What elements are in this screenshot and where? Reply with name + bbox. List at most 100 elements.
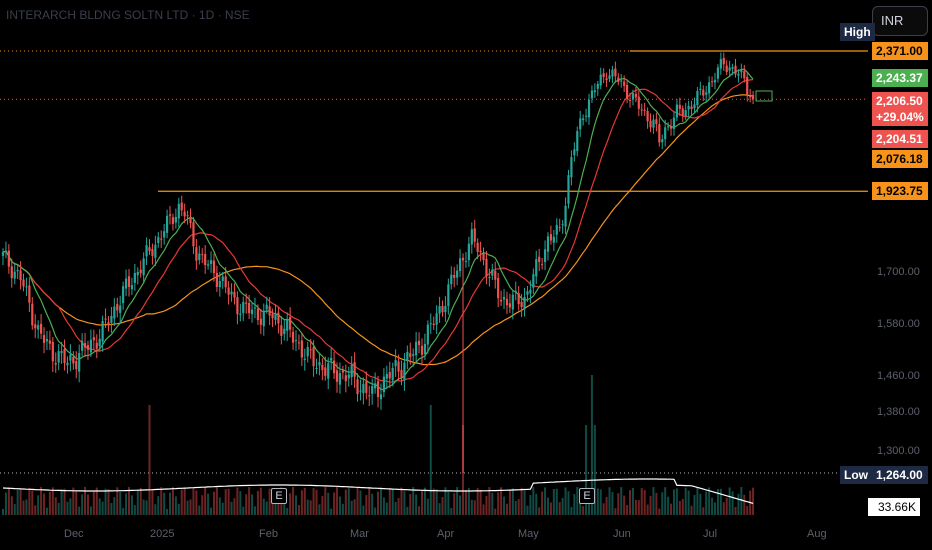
volume-bar (611, 492, 614, 515)
volume-bar (450, 508, 453, 515)
candle-body (148, 247, 151, 251)
volume-bar (151, 489, 154, 515)
volume-bar (508, 489, 511, 515)
candle-body (37, 325, 40, 330)
volume-bar (4, 492, 7, 515)
ma-red-line (2, 79, 754, 383)
volume-bar (63, 488, 66, 515)
candle-body (646, 110, 649, 122)
volume-bar (84, 487, 87, 515)
earnings-marker-may[interactable]: E (579, 488, 595, 504)
candle-body (643, 109, 646, 111)
volume-bar (667, 496, 670, 515)
currency-button[interactable]: INR (872, 6, 928, 36)
candle-body (168, 214, 172, 216)
volume-bar (306, 499, 309, 515)
candle-body (409, 353, 412, 358)
y-tick-1460: 1,460.00 (877, 370, 920, 382)
volume-bar (517, 499, 520, 515)
volume-bar (230, 501, 233, 515)
volume-bar (51, 487, 54, 515)
volume-bar (444, 487, 447, 515)
candle-body (183, 211, 186, 217)
candle-body (324, 367, 327, 376)
candle-body (684, 110, 687, 117)
volume-bar (520, 487, 523, 515)
resistance-price-tag: 1,923.75 (872, 182, 928, 200)
candle-body (19, 270, 22, 281)
volume-bar (95, 487, 98, 515)
candle-body (16, 269, 19, 272)
volume-bar (382, 497, 385, 515)
candle-body (192, 222, 195, 247)
candle-body (306, 346, 309, 357)
earnings-marker-feb[interactable]: E (271, 488, 287, 504)
candle-body (242, 301, 245, 314)
volume-bar (86, 494, 89, 515)
ma-green-price-tag: 2,243.37 (872, 69, 928, 87)
volume-bar (672, 489, 675, 515)
volume-bar (145, 500, 148, 515)
ma-red-price-tag: 2,204.51 (872, 130, 928, 148)
candle-body (590, 90, 594, 99)
volume-bar (377, 491, 380, 515)
volume-bar (25, 499, 28, 515)
volume-bar (538, 507, 541, 515)
volume-bar (274, 503, 277, 515)
volume-bar (362, 505, 365, 515)
candle-body (716, 67, 720, 79)
candle-body (740, 69, 743, 73)
candle-body (239, 313, 242, 315)
volume-bar (195, 490, 198, 515)
candle-body (233, 291, 236, 298)
candle-body (385, 374, 388, 379)
volume-bar (412, 487, 415, 515)
candle-body (300, 340, 303, 358)
volume-bar (432, 488, 435, 515)
candle-body (505, 298, 509, 306)
volume-bar (183, 488, 186, 515)
volume-bar (403, 491, 406, 515)
candle-body (476, 242, 479, 252)
volume-bar (681, 499, 684, 515)
volume-bar (643, 489, 646, 515)
volume-bar (34, 505, 37, 515)
volume-bar (505, 503, 508, 515)
volume-bar (116, 487, 119, 515)
candle-body (268, 306, 271, 316)
candle-body (658, 124, 661, 143)
volume-bar (564, 487, 567, 515)
volume-bar (529, 494, 532, 515)
volume-bar (66, 501, 69, 515)
volume-bar (248, 487, 251, 515)
candle-body (42, 335, 46, 343)
volume-bar (295, 495, 297, 515)
volume-bar (148, 405, 151, 515)
candle-body (101, 321, 104, 342)
volume-bar (45, 507, 48, 515)
candle-body (13, 271, 16, 279)
candle-body (127, 276, 131, 287)
volume-bar (590, 375, 593, 515)
volume-bar (127, 487, 130, 515)
volume-bar (731, 491, 734, 515)
candle-body (69, 354, 72, 361)
volume-bar (743, 494, 746, 515)
volume-bar (705, 491, 708, 515)
candle-body (218, 281, 221, 288)
candle-body (523, 296, 526, 310)
volume-bar (649, 495, 652, 515)
candle-body (332, 360, 336, 374)
volume-bar (406, 506, 409, 515)
candle-body (693, 104, 696, 109)
volume-bar (602, 503, 605, 515)
candle-body (365, 381, 368, 393)
candle-body (526, 291, 529, 295)
volume-bar (438, 503, 441, 515)
volume-bar (476, 488, 479, 515)
candle-body (215, 272, 218, 287)
volume-bar (459, 495, 462, 515)
volume-bar (746, 506, 749, 515)
candle-body (535, 259, 538, 277)
